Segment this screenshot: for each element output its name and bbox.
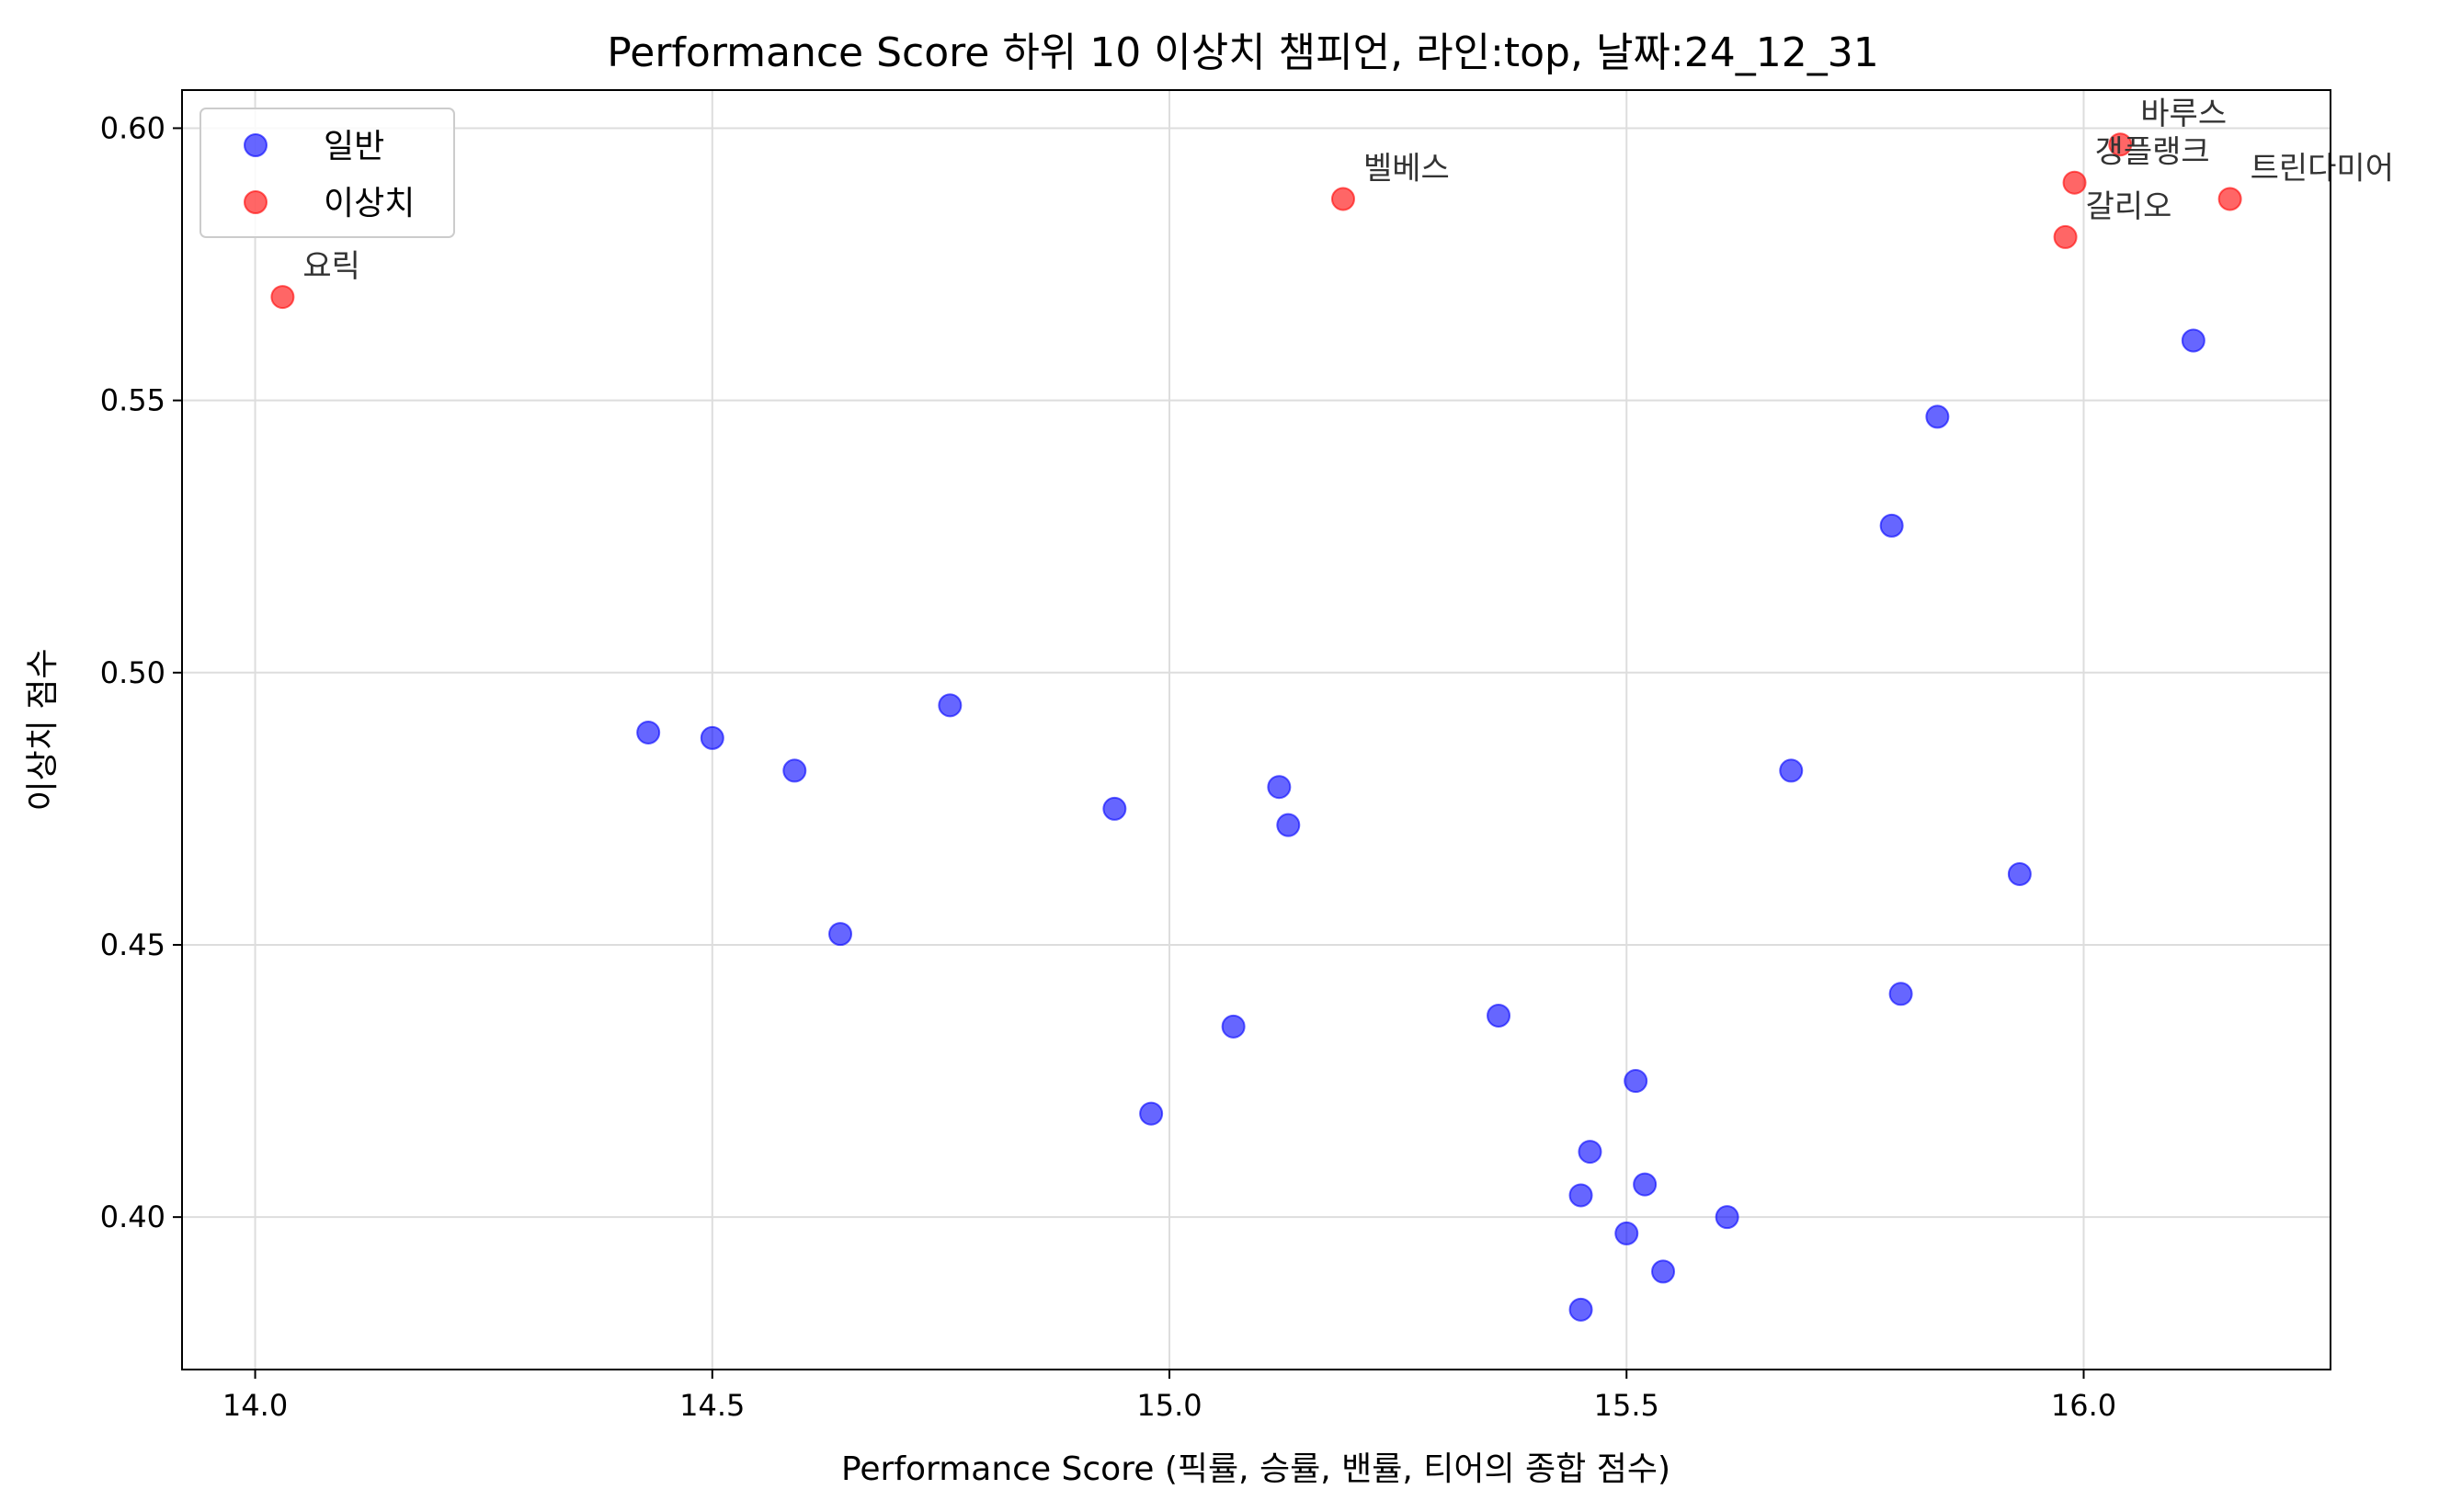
plot-frame [181, 89, 2331, 1370]
x-tick-label: 14.5 [679, 1388, 745, 1423]
outlier-point [2062, 170, 2087, 195]
outlier-point [2053, 224, 2078, 249]
normal-point [1276, 813, 1301, 837]
legend-marker-outlier [244, 190, 268, 214]
x-axis-label: Performance Score (픽률, 승률, 밴률, 티어의 종합 점수… [841, 1450, 1670, 1488]
y-axis-label: 이상치 점수 [24, 648, 62, 811]
outlier-point [1330, 187, 1355, 211]
y-tick-label: 0.45 [100, 927, 165, 962]
outlier-point [2108, 132, 2133, 157]
normal-point [636, 720, 661, 745]
chart-title: Performance Score 하위 10 이상치 챔피언, 라인:top,… [607, 29, 1878, 76]
outlier-annotation: 갈리오 [2086, 188, 2172, 225]
x-tick-label: 15.0 [1136, 1388, 1202, 1423]
x-tick-label: 15.5 [1594, 1388, 1659, 1423]
normal-point [1779, 758, 1804, 783]
normal-point [1879, 513, 1904, 538]
outlier-annotation: 갱플랭크 [2095, 134, 2210, 171]
normal-point [1568, 1183, 1593, 1208]
normal-point [1487, 1003, 1511, 1028]
normal-point [938, 693, 963, 718]
outlier-point [2217, 187, 2242, 211]
points-layer [270, 132, 2242, 1322]
legend: 일반 이상치 [199, 108, 455, 238]
y-tick-label: 0.60 [100, 110, 165, 145]
normal-point [2007, 861, 2032, 886]
normal-point [1624, 1069, 1648, 1094]
normal-point [1139, 1101, 1164, 1126]
normal-point [1267, 775, 1292, 800]
x-axis-ticks: 14.0 14.5 15.0 15.5 16.0 [222, 1370, 2116, 1423]
y-tick-label: 0.40 [100, 1199, 165, 1234]
outlier-annotation: 벨베스 [1363, 150, 1450, 187]
normal-point [1221, 1014, 1246, 1039]
normal-point [1102, 796, 1127, 821]
legend-label-normal: 일반 [324, 128, 384, 165]
normal-point [1715, 1205, 1739, 1230]
normal-point [1925, 404, 1950, 429]
outlier-annotation: 요릭 [302, 248, 360, 285]
outlier-point [270, 285, 295, 310]
normal-point [2181, 328, 2205, 353]
normal-point [1651, 1259, 1676, 1284]
y-tick-label: 0.50 [100, 655, 165, 690]
normal-point [782, 758, 807, 783]
x-tick-label: 16.0 [2051, 1388, 2116, 1423]
normal-point [1888, 982, 1913, 1006]
normal-point [1633, 1172, 1658, 1197]
normal-point [1568, 1297, 1593, 1322]
outlier-annotation: 바루스 [2140, 96, 2227, 132]
normal-point [700, 725, 724, 750]
legend-label-outlier: 이상치 [324, 185, 415, 222]
normal-point [828, 922, 853, 947]
legend-marker-normal [244, 133, 268, 157]
y-axis-ticks: 0.40 0.45 0.50 0.55 0.60 [100, 110, 182, 1234]
outlier-annotation: 트린다미어 [2251, 150, 2394, 187]
normal-point [1614, 1221, 1639, 1245]
normal-point [1578, 1140, 1602, 1165]
x-tick-label: 14.0 [222, 1388, 288, 1423]
y-tick-label: 0.55 [100, 383, 165, 418]
